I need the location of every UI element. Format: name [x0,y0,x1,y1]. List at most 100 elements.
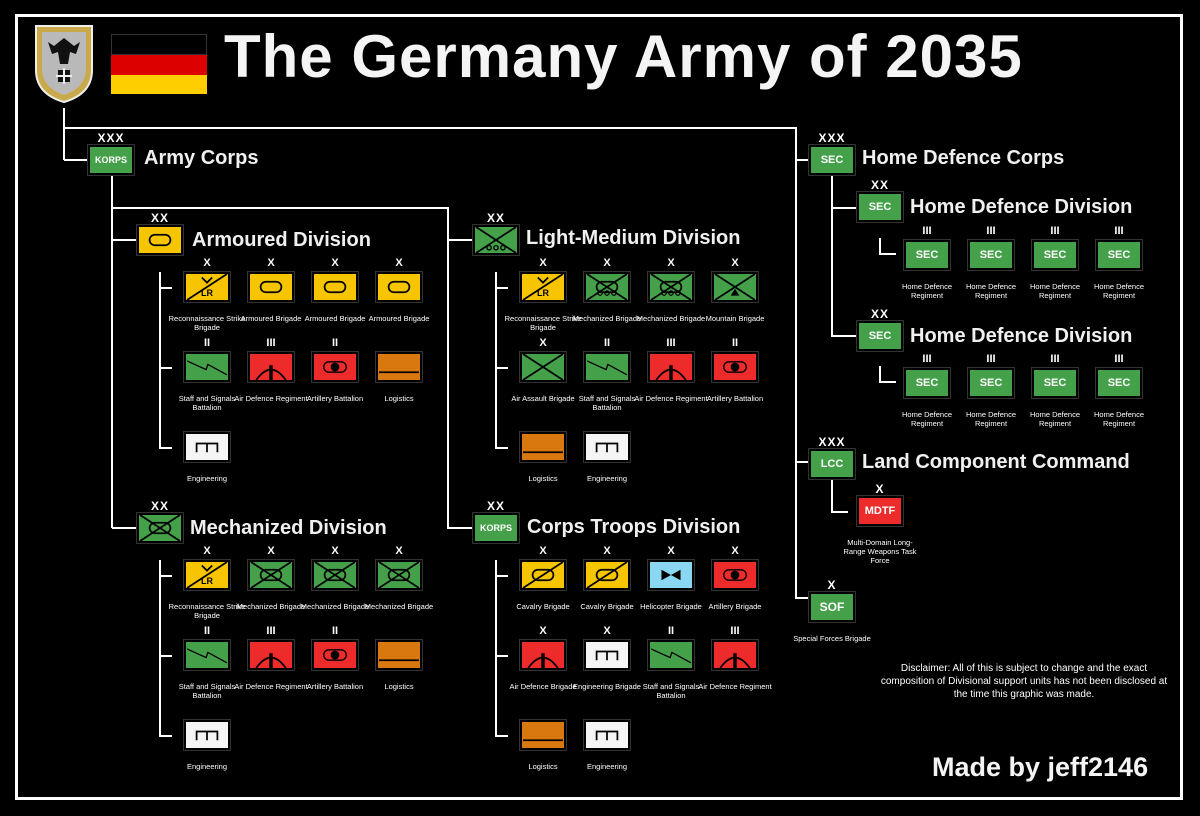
echelon-marker: III [1114,353,1124,365]
unit-glyph [186,648,228,664]
artillery-unit-symbol [311,351,359,383]
echelon-marker: X [203,257,211,269]
unit-glyph [186,562,228,588]
airdef-unit-symbol [247,639,295,671]
armour-unit-symbol [311,271,359,303]
unit-glyph [259,280,283,294]
unit-caption: Mechanized Brigade [236,602,306,611]
echelon-marker: III [922,353,932,365]
echelon-marker: II [331,625,339,637]
unit-glyph [522,562,564,588]
echelon-marker: X [395,257,403,269]
home-defence-division-label: Home Defence Division [910,196,1133,218]
unit-glyph [586,274,628,300]
artillery-unit-symbol [711,351,759,383]
mech2-unit-symbol [375,559,423,591]
echelon-marker: X [603,625,611,637]
unit-glyph [595,442,619,453]
unit-caption: Staff and Signals Battalion [642,682,700,700]
unit-caption: Home Defence Regiment [901,410,953,428]
unit-symbol-text: SEC [979,377,1003,389]
unit-symbol-text: SEC [915,377,939,389]
armour-unit-symbol [375,271,423,303]
echelon-marker: X [667,257,675,269]
unit-glyph [586,360,628,376]
recon-unit-symbol: LR [183,559,231,591]
echelon-marker: X [875,482,885,496]
army-corps-label: Army Corps [144,147,259,169]
unit-caption: Logistics [384,394,414,403]
unit-glyph [661,569,681,581]
unit-caption: Staff and Signals Battalion [178,682,236,700]
page-title: The Germany Army of 2035 [224,23,1023,90]
helicopter-unit-symbol [647,559,695,591]
unit-caption: Cavalry Brigade [580,602,634,611]
infantry-unit-symbol [519,351,567,383]
cavalry-unit-symbol [519,559,567,591]
unit-caption: Home Defence Regiment [1029,410,1081,428]
mountain-unit-symbol [711,271,759,303]
echelon-marker: III [266,625,276,637]
unit-glyph [527,653,559,668]
unit-caption: Reconnaissance Strike Brigade [504,314,582,332]
echelon-marker: XX [150,499,169,513]
unit-glyph [650,274,692,300]
unit-caption: Artillery Battalion [306,682,364,691]
unit-caption: Mechanized Brigade [364,602,434,611]
unit-glyph [522,354,564,380]
unit-caption: Staff and Signals Battalion [178,394,236,412]
unit-caption: Air Assault Brigade [511,394,575,403]
logistics-unit-symbol [375,639,423,671]
unit-caption: Home Defence Regiment [1093,410,1145,428]
mech-unit-symbol [647,271,695,303]
credit-text: Made by jeff2146 [932,752,1149,782]
unit-glyph [714,274,756,300]
unit-glyph [523,739,563,742]
light-medium-division-symbol [472,224,520,256]
echelon-marker: XXX [97,131,125,145]
german-flag [111,34,207,94]
unit-glyph [250,562,292,588]
unit-glyph [255,365,287,380]
disclaimer-text: Disclaimer: All of this is subject to ch… [880,663,1168,700]
unit-symbol-text: LR [537,287,549,298]
artillery-unit-symbol [311,639,359,671]
unit-symbol-text: LR [201,575,213,586]
echelon-marker: X [731,545,739,557]
echelon-marker: X [539,625,547,637]
sec-unit-symbol: SEC [967,239,1015,271]
unit-glyph [723,569,747,581]
echelon-marker: II [731,337,739,349]
airdef-unit-symbol [519,639,567,671]
light-medium-division-label: Light-Medium Division [526,227,741,249]
unit-caption: Air Defence Regiment [634,394,708,403]
unit-symbol-text: SEC [915,249,939,261]
armoured-division-symbol [136,224,184,256]
signals-unit-symbol [183,639,231,671]
echelon-marker: X [603,257,611,269]
unit-glyph [719,653,751,668]
echelon-marker: III [730,625,740,637]
engineer-unit-symbol [583,719,631,751]
unit-glyph [522,274,564,300]
echelon-marker: X [667,545,675,557]
unit-caption: Engineering [186,762,228,771]
engineer-unit-symbol [583,431,631,463]
echelon-marker: X [203,545,211,557]
unit-glyph [387,280,411,294]
lcc-symbol: LCC [808,448,856,480]
logistics-unit-symbol [519,431,567,463]
echelon-marker: X [539,545,547,557]
sec-unit-symbol: SEC [1031,367,1079,399]
unit-glyph [255,653,287,668]
echelon-marker: X [395,545,403,557]
unit-caption: Artillery Brigade [708,602,762,611]
sec-unit-symbol: SEC [903,367,951,399]
unit-caption: Air Defence Brigade [509,682,577,691]
unit-caption: Artillery Battalion [706,394,764,403]
unit-caption: Home Defence Regiment [965,410,1017,428]
unit-caption: Home Defence Regiment [901,282,953,300]
unit-symbol-text: SEC [1043,249,1067,261]
unit-glyph [595,650,619,661]
unit-caption: Armoured Brigade [240,314,302,323]
